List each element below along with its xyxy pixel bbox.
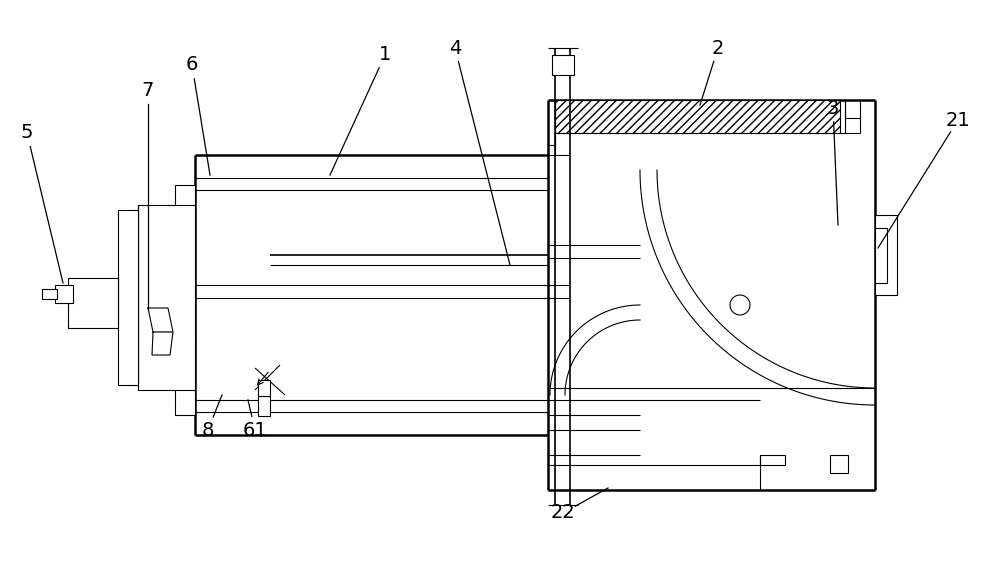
Bar bbox=[42, 289, 57, 299]
Text: 22: 22 bbox=[551, 503, 575, 523]
Bar bbox=[55, 285, 73, 303]
Text: 7: 7 bbox=[142, 80, 154, 99]
Bar bbox=[830, 455, 848, 473]
Bar bbox=[875, 215, 897, 295]
Circle shape bbox=[730, 295, 750, 315]
Polygon shape bbox=[152, 332, 173, 355]
Text: 2: 2 bbox=[712, 39, 724, 57]
Bar bbox=[555, 100, 840, 133]
Bar bbox=[142, 290, 195, 315]
Bar bbox=[552, 55, 574, 75]
Text: 4: 4 bbox=[449, 39, 461, 57]
Text: 61: 61 bbox=[243, 421, 267, 439]
Bar bbox=[875, 228, 887, 283]
Bar bbox=[118, 210, 138, 385]
Bar bbox=[155, 215, 195, 240]
Bar bbox=[175, 185, 195, 415]
Bar bbox=[148, 240, 195, 265]
Bar bbox=[148, 315, 195, 340]
Bar bbox=[138, 205, 195, 390]
Text: 6: 6 bbox=[186, 55, 198, 75]
Text: 8: 8 bbox=[202, 421, 214, 439]
Bar bbox=[155, 338, 195, 358]
Bar bbox=[68, 278, 118, 328]
Bar bbox=[258, 380, 270, 396]
Bar bbox=[142, 265, 195, 290]
Bar bbox=[760, 455, 785, 465]
Text: 1: 1 bbox=[379, 46, 391, 65]
Text: 21: 21 bbox=[946, 110, 970, 129]
Bar bbox=[258, 396, 270, 416]
Text: 3: 3 bbox=[827, 98, 839, 117]
Polygon shape bbox=[148, 308, 173, 332]
Text: 5: 5 bbox=[21, 124, 33, 143]
